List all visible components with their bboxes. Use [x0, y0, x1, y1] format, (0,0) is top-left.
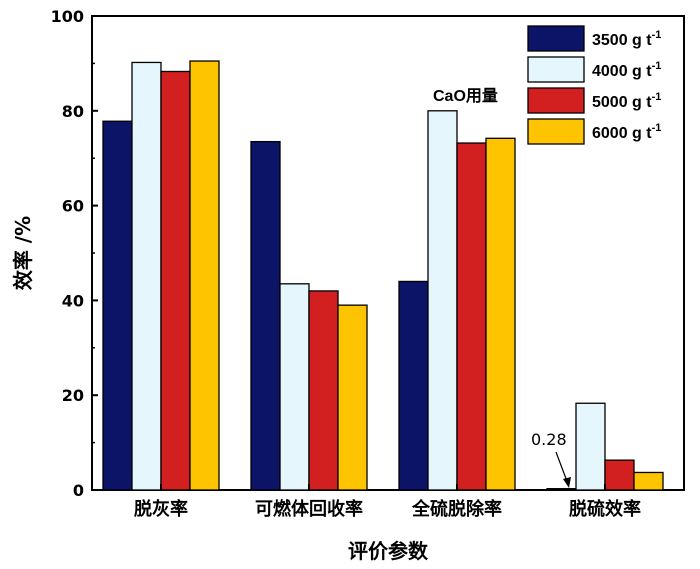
annotation-arrow-head [563, 477, 571, 488]
bar [160, 70, 191, 491]
bar [398, 280, 429, 491]
y-tick-label: 80 [62, 102, 84, 121]
bar [604, 459, 635, 491]
legend-title: CaO用量 [433, 87, 498, 105]
x-tick-label: 脱灰率 [134, 498, 188, 520]
x-tick-label: 全硫脱除率 [411, 498, 502, 520]
bar [131, 61, 162, 491]
x-tick-label: 脱硫效率 [569, 498, 641, 520]
bar [633, 471, 664, 491]
y-tick-label: 20 [62, 386, 84, 405]
legend-label: 6000 g t-1 [592, 122, 661, 142]
legend-swatch [527, 56, 585, 83]
legend-label: 3500 g t-1 [592, 29, 661, 49]
bar [189, 60, 220, 491]
bar [575, 402, 606, 491]
bar [308, 290, 339, 491]
x-tick-label: 可燃体回收率 [255, 498, 363, 520]
legend-swatch [527, 87, 585, 114]
x-axis: 脱灰率 可燃体回收率 全硫脱除率 脱硫效率 [134, 484, 641, 520]
y-tick-label: 100 [51, 7, 84, 26]
legend-swatch [527, 25, 585, 52]
bar [456, 142, 487, 491]
bar [546, 488, 577, 491]
bar [250, 140, 281, 491]
annotation-label: 0.28 [531, 430, 567, 449]
bar [102, 120, 133, 491]
bar-series [102, 60, 664, 491]
bar [337, 304, 368, 491]
bar [279, 283, 310, 491]
y-tick-label: 60 [62, 197, 84, 216]
legend: 3500 g t-1 4000 g t-1 5000 g t-1 6000 g t-1 [527, 25, 661, 145]
legend-label: 4000 g t-1 [592, 60, 661, 80]
bar [485, 137, 516, 491]
y-tick-label: 0 [73, 481, 84, 500]
x-axis-title: 评价参数 [348, 539, 429, 563]
y-axis: 0 20 40 60 80 100 [51, 7, 98, 500]
bar [427, 110, 458, 491]
legend-swatch [527, 118, 585, 145]
y-tick-label: 40 [62, 291, 84, 310]
y-axis-title: 效率 /% [11, 216, 35, 290]
legend-label: 5000 g t-1 [592, 91, 661, 111]
